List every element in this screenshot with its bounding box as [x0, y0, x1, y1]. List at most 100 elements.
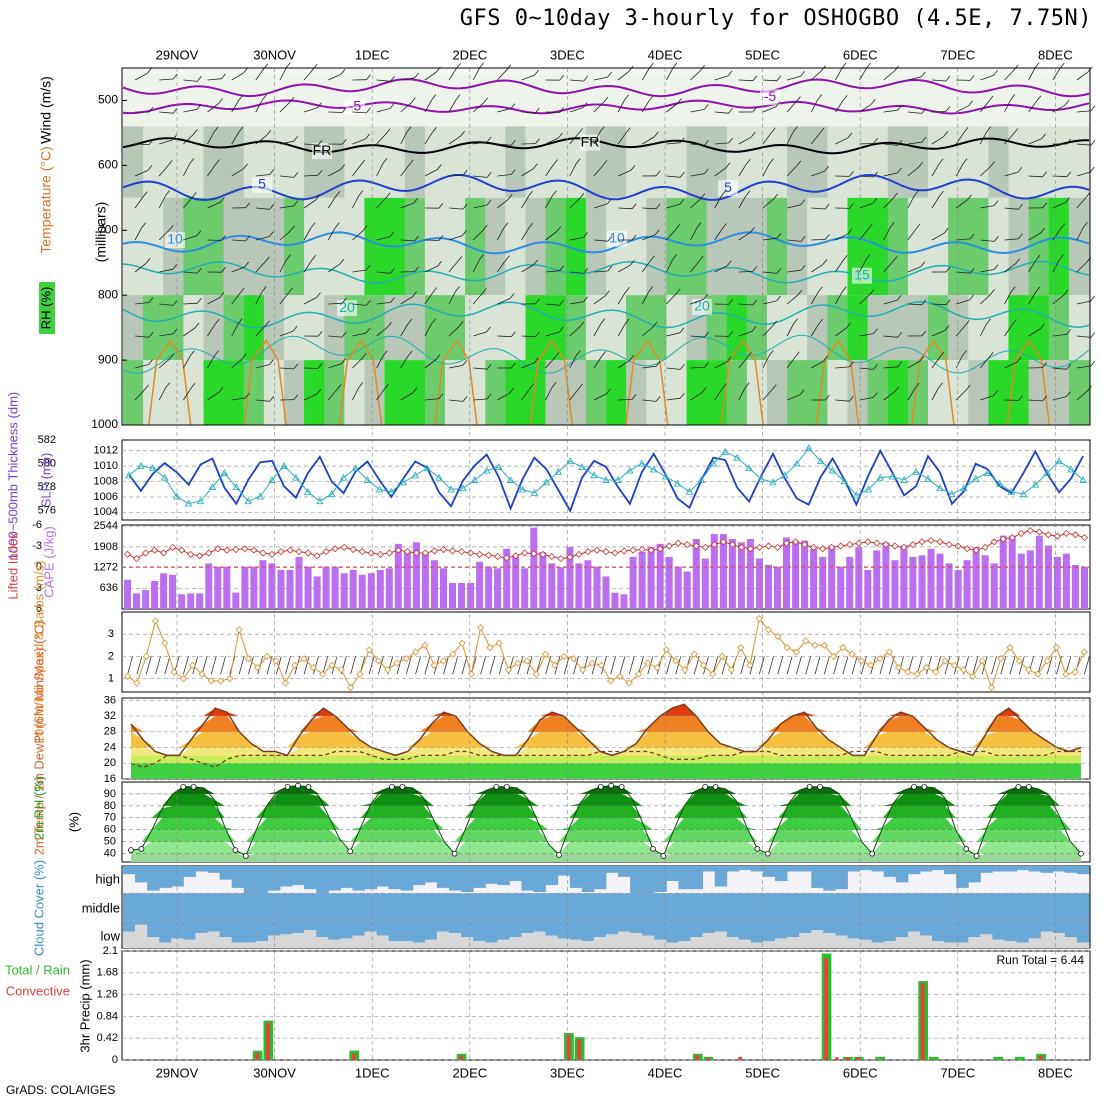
contour-label-bg	[312, 143, 332, 160]
wind-barb	[366, 74, 371, 80]
x-tick-label-top: 3DEC	[550, 47, 585, 62]
rh-point	[305, 783, 312, 790]
y-tick-label: 16	[104, 773, 116, 785]
wind-speed-point	[430, 661, 438, 669]
wind-barb	[448, 207, 464, 210]
rh-cell	[827, 360, 848, 425]
rh-cell	[646, 74, 667, 127]
thickness-point	[125, 471, 133, 479]
wind-barb	[197, 297, 202, 304]
wind-barb	[265, 320, 270, 326]
wind-barb	[293, 363, 299, 370]
thickness-point	[876, 473, 885, 481]
wind-barb	[883, 261, 894, 273]
wind-barb	[213, 126, 219, 132]
cloud-middle-bar	[557, 893, 571, 921]
rh-cell	[666, 197, 687, 296]
wind-barb	[183, 388, 192, 401]
wind-barb	[968, 100, 974, 107]
li-point	[882, 541, 890, 549]
wind-barb	[135, 302, 150, 305]
thickness-point	[638, 459, 646, 467]
wind-barb	[666, 259, 674, 273]
wind-barb	[666, 656, 672, 675]
wind-speed-point	[774, 632, 782, 641]
wind-barb	[666, 367, 681, 370]
wind-barb	[851, 656, 858, 675]
rh-cell	[263, 295, 285, 361]
cape-bar	[665, 556, 673, 609]
cloud-low-fill	[171, 920, 184, 939]
wind-speed-point	[161, 639, 169, 647]
wind-barb	[327, 388, 338, 401]
li-point	[1044, 531, 1052, 539]
wind-barb	[498, 656, 505, 675]
rh-cell	[847, 74, 869, 127]
wind-barb	[535, 138, 540, 144]
wind-barb	[472, 67, 481, 81]
x-tick-label-bottom: 8DEC	[1038, 1065, 1073, 1080]
wind-barb	[400, 392, 414, 401]
wind-speed-point	[319, 670, 327, 678]
wind-barb	[497, 335, 512, 338]
cape-bar	[151, 581, 159, 609]
wind-barb	[231, 266, 245, 273]
cloud-middle-bar	[135, 893, 148, 921]
wind-barb	[460, 130, 465, 137]
cloud-middle-bar	[823, 893, 836, 921]
rh-cell	[767, 360, 788, 425]
cloud-low-bar	[847, 938, 860, 948]
thickness-point	[566, 457, 574, 465]
rh-cell	[948, 197, 969, 296]
rh-point	[556, 851, 562, 858]
wind-barb	[336, 383, 342, 390]
li-point	[394, 546, 402, 554]
wind-speed-point	[802, 637, 810, 645]
rh-cell	[887, 360, 909, 425]
li-point	[457, 548, 466, 556]
wind-barb	[412, 387, 418, 394]
y-tick-label: 0	[112, 1054, 118, 1066]
thickness-point	[852, 491, 861, 499]
cloud-low-fill	[352, 920, 365, 936]
wind-barb	[914, 382, 920, 389]
li-point	[205, 549, 213, 557]
wind-barb	[473, 204, 487, 209]
contour-label-bg	[252, 176, 272, 193]
cloud-low-bar	[292, 933, 305, 948]
cloud-low-bar	[666, 942, 679, 948]
x-tick-label-top: 1DEC	[355, 47, 390, 62]
precip-total-bar	[875, 1056, 885, 1060]
wind-barb	[315, 194, 320, 201]
li-point	[710, 541, 718, 549]
rh-cell	[827, 74, 848, 127]
y-tick-label: 1.26	[97, 989, 118, 1001]
cloud-low-bar	[871, 942, 885, 948]
cloud-low-fill	[388, 920, 402, 942]
cape-bar	[774, 566, 781, 609]
wind-barb	[870, 99, 876, 105]
li-point	[665, 542, 673, 550]
wind-barb	[1076, 71, 1089, 81]
rh-cell	[384, 360, 406, 425]
wind-barb	[376, 388, 386, 401]
wind-barb	[607, 235, 613, 242]
rh-cell	[445, 197, 466, 296]
li-point	[656, 545, 664, 553]
cloud-middle-bar	[763, 893, 776, 921]
rh-cell	[948, 126, 969, 198]
cape-bar	[593, 566, 601, 609]
thickness-point	[840, 477, 849, 485]
rh-cell	[525, 74, 547, 127]
cloud-low-bar	[219, 937, 233, 948]
wind-speed-point	[662, 646, 670, 654]
wind-barb	[969, 233, 975, 240]
rh-cell	[1068, 74, 1090, 127]
cape-bar	[1017, 553, 1025, 609]
wind-barb	[786, 131, 794, 145]
wind-barb	[472, 102, 484, 113]
cloud-high-bar	[509, 866, 522, 881]
wind-barb	[424, 359, 437, 369]
cloud-low-fill	[980, 920, 993, 935]
cloud-high-bar	[835, 866, 848, 890]
